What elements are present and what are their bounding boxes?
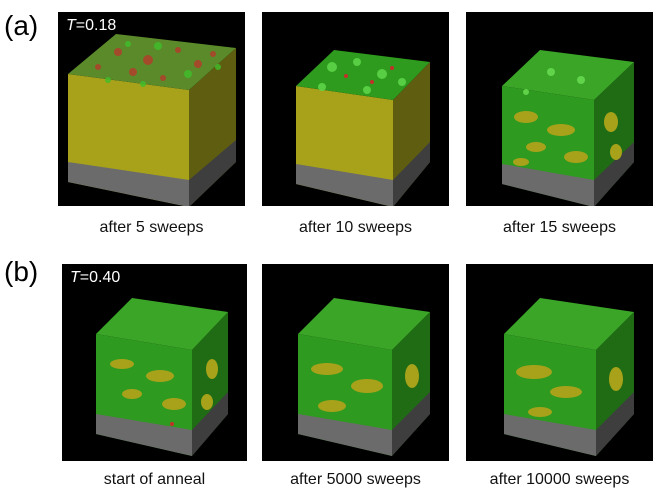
simulation-frame-a1: T=0.18: [58, 12, 245, 206]
simulation-frame-b2: [262, 264, 449, 461]
caption-b3: after 10000 sweeps: [489, 471, 630, 488]
temperature-label-b: T=0.40: [70, 269, 121, 286]
panel-label-b: (b): [4, 256, 39, 287]
simulation-frame-b3: [466, 264, 653, 461]
caption-a3: after 15 sweeps: [503, 219, 616, 236]
cube-render-a3: [502, 50, 634, 206]
simulation-frame-a2: [262, 12, 449, 206]
simulation-frame-b1: T=0.40: [62, 264, 247, 461]
cube-render-b1: [96, 298, 228, 456]
cube-render-a2: [296, 50, 430, 206]
caption-b1: start of anneal: [103, 471, 206, 488]
cube-render-b2: [298, 298, 430, 456]
panel-label-a: (a): [4, 10, 39, 41]
caption-a1: after 5 sweeps: [99, 219, 204, 236]
caption-a2: after 10 sweeps: [299, 219, 412, 236]
cube-render-a1: [68, 34, 236, 206]
simulation-frame-a3: [466, 12, 653, 206]
cube-render-b3: [504, 298, 634, 456]
temperature-label-a: T=0.18: [66, 17, 117, 34]
caption-b2: after 5000 sweeps: [290, 471, 421, 488]
